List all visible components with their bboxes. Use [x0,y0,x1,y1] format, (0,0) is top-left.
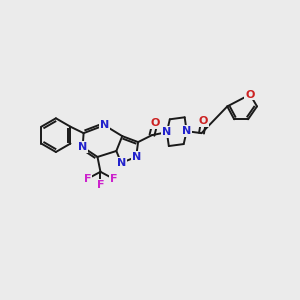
Text: N: N [131,152,141,162]
Text: O: O [245,89,255,100]
Text: F: F [97,180,104,190]
Text: O: O [199,116,208,126]
Text: N: N [100,120,109,130]
Text: F: F [84,174,91,184]
Text: N: N [182,126,191,136]
Text: F: F [110,174,117,184]
Text: N: N [162,127,172,137]
Text: N: N [117,158,126,168]
Text: O: O [150,118,160,128]
Text: N: N [78,142,87,152]
